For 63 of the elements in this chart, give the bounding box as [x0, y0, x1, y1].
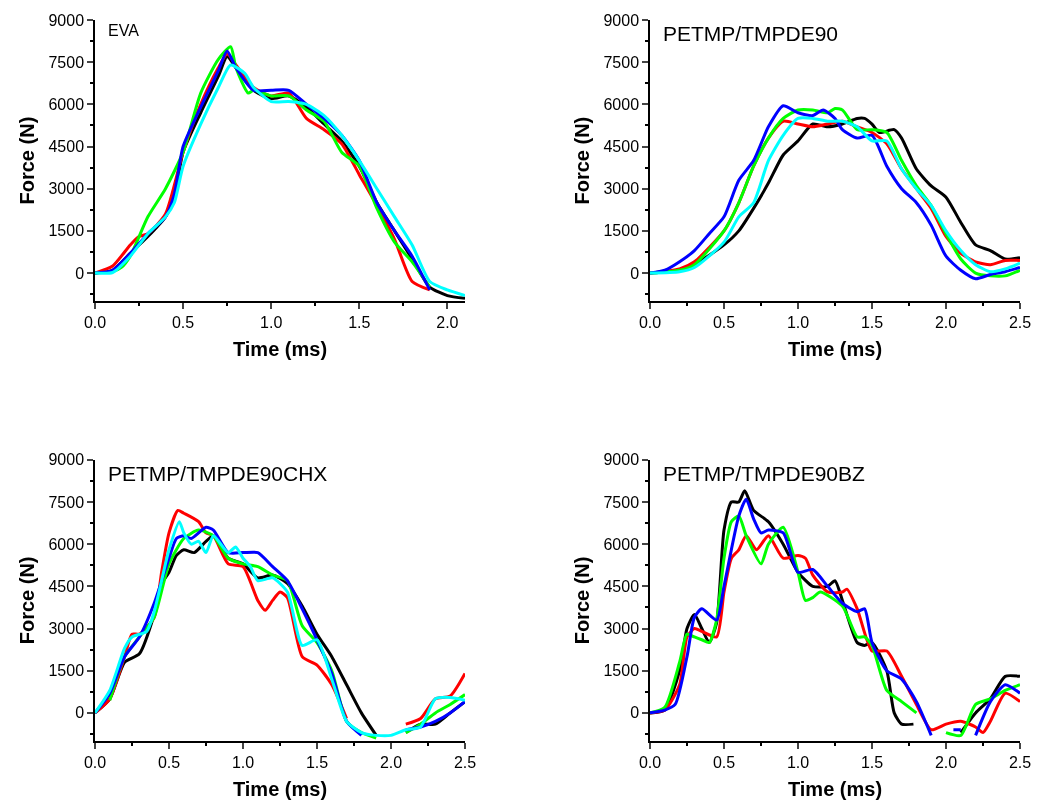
y-tick-label: 0 [630, 704, 640, 722]
x-tick-label: 0.0 [638, 314, 662, 332]
y-tick-label: 4500 [48, 138, 85, 156]
y-tick-label: 7500 [603, 53, 640, 71]
y-tick-label: 4500 [48, 577, 85, 595]
y-tick-label: 3000 [48, 620, 85, 638]
y-tick-label: 4500 [603, 577, 640, 595]
y-tick-label: 6000 [48, 535, 85, 553]
y-tick-label: 9000 [48, 11, 85, 29]
y-tick-label: 3000 [48, 180, 85, 198]
y-tick-label: 1500 [48, 662, 85, 680]
x-tick-label: 2.5 [453, 753, 477, 771]
y-tick-label: 3000 [603, 620, 640, 638]
y-tick-label: 6000 [603, 535, 640, 553]
x-tick-label: 1.5 [348, 314, 371, 332]
y-axis-title: Force (N) [571, 116, 594, 205]
x-tick-label: 0.5 [171, 314, 195, 332]
y-tick-label: 7500 [48, 53, 85, 71]
chart-title: PETMP/TMPDE90BZ [663, 462, 866, 485]
y-tick-label: 0 [75, 704, 85, 722]
y-tick-label: 9000 [603, 11, 640, 29]
x-tick-label: 1.0 [786, 314, 810, 332]
x-tick-label: 1.0 [231, 753, 255, 771]
y-tick-label: 7500 [48, 493, 85, 511]
x-tick-label: 1.0 [786, 753, 810, 771]
y-axis-title: Force (N) [16, 116, 39, 205]
y-tick-label: 0 [75, 264, 85, 282]
x-tick-label: 1.5 [860, 753, 884, 771]
y-tick-label: 3000 [603, 180, 640, 198]
y-axis-title: Force (N) [571, 556, 594, 645]
x-axis-title: Time (ms) [232, 777, 328, 800]
chart-title: PETMP/TMPDE90CHX [108, 462, 328, 485]
x-tick-label: 0.0 [83, 753, 107, 771]
y-tick-label: 1500 [603, 662, 640, 680]
y-tick-label: 1500 [48, 222, 85, 240]
y-tick-label: 7500 [603, 493, 640, 511]
y-axis-title: Force (N) [16, 556, 39, 645]
x-tick-label: 2.0 [379, 753, 403, 771]
x-tick-label: 0.0 [638, 753, 662, 771]
x-tick-label: 1.0 [260, 314, 283, 332]
x-tick-label: 2.0 [934, 753, 958, 771]
chart-title: EVA [108, 22, 140, 39]
x-tick-label: 2.0 [934, 314, 958, 332]
y-tick-label: 1500 [603, 222, 640, 240]
y-tick-label: 0 [630, 264, 640, 282]
x-tick-label: 0.5 [712, 753, 736, 771]
x-axis-title: Time (ms) [787, 777, 883, 800]
y-tick-label: 6000 [48, 95, 85, 113]
chart-title: PETMP/TMPDE90 [663, 22, 839, 45]
x-tick-label: 2.5 [1008, 314, 1032, 332]
x-tick-label: 2.0 [436, 314, 459, 332]
x-tick-label: 0.0 [83, 314, 107, 332]
y-tick-label: 9000 [603, 451, 640, 469]
x-axis-title: Time (ms) [787, 338, 883, 361]
x-tick-label: 1.5 [305, 753, 329, 771]
y-tick-label: 9000 [48, 451, 85, 469]
x-axis-title: Time (ms) [232, 338, 328, 361]
x-tick-label: 0.5 [157, 753, 181, 771]
y-tick-label: 6000 [603, 95, 640, 113]
y-tick-label: 4500 [603, 138, 640, 156]
x-tick-label: 0.5 [712, 314, 736, 332]
x-tick-label: 1.5 [860, 314, 884, 332]
x-tick-label: 2.5 [1008, 753, 1032, 771]
